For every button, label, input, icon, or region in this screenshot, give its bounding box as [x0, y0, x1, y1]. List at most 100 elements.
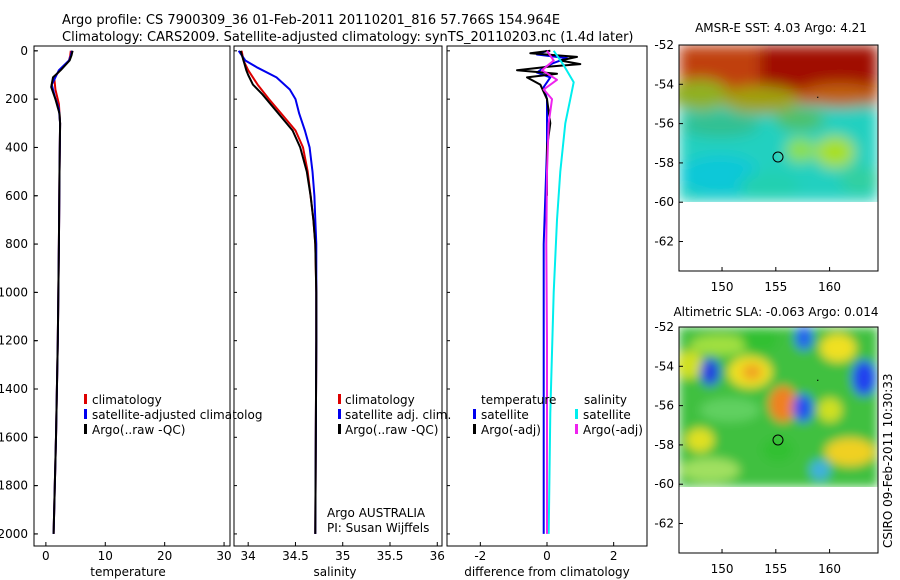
sla-marker-dot: . — [816, 371, 820, 384]
legend-swatch-sal-satellite — [575, 409, 578, 419]
sal-x-tick-label: 35 — [335, 549, 350, 563]
sst-map-axes — [678, 44, 879, 272]
legend-diff-temp-title: temperature — [481, 393, 556, 407]
legend-diff-sal-satellite: satellite — [583, 408, 631, 422]
legend-swatch-satellite — [84, 409, 87, 419]
sal-series-line — [237, 50, 318, 534]
temp-x-tick-label: 0 — [42, 549, 50, 563]
legend-diff-temp-argo: Argo(-adj) — [481, 423, 541, 437]
y-tick-label: 600 — [5, 189, 28, 203]
map-y-tick-label: -56 — [654, 399, 674, 413]
credit-timestamp: CSIRO 09-Feb-2011 10:30:33 — [881, 373, 895, 548]
difference-xlabel: difference from climatology — [464, 565, 630, 579]
y-tick-label: 1200 — [0, 334, 28, 348]
legend-swatch-satellite — [338, 409, 341, 419]
map-y-tick-label: -60 — [654, 195, 674, 209]
temperature-lines — [50, 50, 74, 534]
map-y-tick-label: -62 — [654, 517, 674, 531]
y-tick-label: 1400 — [0, 382, 28, 396]
diff-x-tick-label: 0 — [543, 549, 551, 563]
y-tick-label: 800 — [5, 237, 28, 251]
sal-x-tick-label: 36 — [430, 549, 445, 563]
legend-diff-sal-argo: Argo(-adj) — [583, 423, 643, 437]
legend-swatch-climatology — [338, 394, 341, 404]
legend-temp-satellite: satellite-adjusted climatolog — [92, 408, 262, 422]
sla-map-ticks: 150 155 160 -52 -54 -56 -58 -60 -62 — [654, 320, 841, 576]
map-y-tick-label: -56 — [654, 117, 674, 131]
y-tick-label: 1600 — [0, 430, 28, 444]
temperature-xlabel: temperature — [90, 565, 165, 579]
temp-x-tick-label: 30 — [216, 549, 231, 563]
legend-sal-climatology: climatology — [345, 393, 415, 407]
map-y-tick-label: -54 — [654, 77, 674, 91]
map-x-tick-label: 160 — [818, 280, 841, 294]
salinity-legend: climatology satellite adj. clim. Argo(..… — [338, 393, 451, 437]
map-y-tick-label: -60 — [654, 477, 674, 491]
legend-swatch-temp-satellite — [473, 409, 476, 419]
map-y-tick-label: -54 — [654, 359, 674, 373]
difference-lines — [516, 49, 582, 534]
map-x-tick-label: 155 — [764, 562, 787, 576]
legend-swatch-temp-argo — [473, 424, 476, 434]
legend-swatch-climatology — [84, 394, 87, 404]
legend-swatch-argo — [84, 424, 87, 434]
map-x-tick-label: 160 — [818, 562, 841, 576]
sst-heatmap — [679, 45, 878, 202]
sla-map-title: Altimetric SLA: -0.063 Argo: 0.014 — [673, 305, 878, 319]
diff-series-line — [536, 49, 568, 534]
y-tick-label: 400 — [5, 140, 28, 154]
header-line-2: Climatology: CARS2009. Satellite-adjuste… — [62, 30, 634, 45]
temp-x-tick-label: 10 — [98, 549, 113, 563]
sal-series-line — [239, 50, 318, 534]
sal-series-line — [240, 50, 318, 534]
sla-heatmap — [679, 327, 878, 487]
map-y-tick-label: -52 — [654, 320, 674, 334]
sst-marker-dot: . — [816, 88, 820, 101]
y-tick-label: 200 — [5, 92, 28, 106]
legend-temp-climatology: climatology — [92, 393, 162, 407]
annotation-pi: PI: Susan Wijffels — [327, 521, 429, 535]
y-tick-label: 0 — [20, 44, 28, 58]
diff-series-line — [541, 50, 558, 534]
legend-diff-sal-title: salinity — [584, 393, 627, 407]
diff-x-tick-label: -2 — [474, 549, 486, 563]
diff-series-line — [547, 50, 575, 534]
map-y-tick-label: -58 — [654, 156, 674, 170]
legend-diff-temp-satellite: satellite — [481, 408, 529, 422]
sal-x-tick-label: 34.5 — [282, 549, 309, 563]
map-y-tick-label: -62 — [654, 235, 674, 249]
salinity-lines — [237, 50, 318, 534]
map-x-tick-label: 150 — [711, 562, 734, 576]
temp-x-tick-label: 20 — [157, 549, 172, 563]
salinity-xlabel: salinity — [313, 565, 356, 579]
salinity-x-axis: 34 34.5 35 35.5 36 — [234, 50, 445, 563]
difference-x-axis: -2 0 2 — [447, 50, 618, 563]
temperature-x-axis: 0 10 20 30 — [34, 50, 232, 563]
legend-swatch-sal-argo — [575, 424, 578, 434]
salinity-axes — [233, 45, 443, 547]
map-y-tick-label: -52 — [654, 38, 674, 52]
difference-legend: temperature satellite Argo(-adj) salinit… — [473, 393, 643, 437]
y-tick-label: 1800 — [0, 479, 28, 493]
pressure-y-axis: 0 200 400 600 800 1000 1200 1400 1600 1800 2000 — [0, 44, 38, 541]
map-x-tick-label: 150 — [711, 280, 734, 294]
legend-sal-argo: Argo(..raw -QC) — [345, 423, 438, 437]
annotation-argo-australia: Argo AUSTRALIA — [327, 506, 426, 520]
header-line-1: Argo profile: CS 7900309_36 01-Feb-2011 … — [62, 13, 560, 28]
map-y-tick-label: -58 — [654, 438, 674, 452]
legend-swatch-argo — [338, 424, 341, 434]
sla-map-axes — [678, 326, 879, 554]
diff-x-tick-label: 2 — [610, 549, 618, 563]
legend-temp-argo: Argo(..raw -QC) — [92, 423, 185, 437]
sla-argo-marker — [772, 434, 784, 446]
y-tick-label: 2000 — [0, 527, 28, 541]
sst-map-title: AMSR-E SST: 4.03 Argo: 4.21 — [695, 21, 867, 35]
sal-x-tick-label: 34 — [241, 549, 256, 563]
sst-argo-marker — [772, 151, 784, 163]
temperature-legend: climatology satellite-adjusted climatolo… — [84, 393, 262, 437]
y-tick-label: 1000 — [0, 285, 28, 299]
temp-series-line — [50, 50, 74, 534]
sal-x-tick-label: 35.5 — [377, 549, 404, 563]
legend-sal-satellite: satellite adj. clim. — [345, 408, 451, 422]
